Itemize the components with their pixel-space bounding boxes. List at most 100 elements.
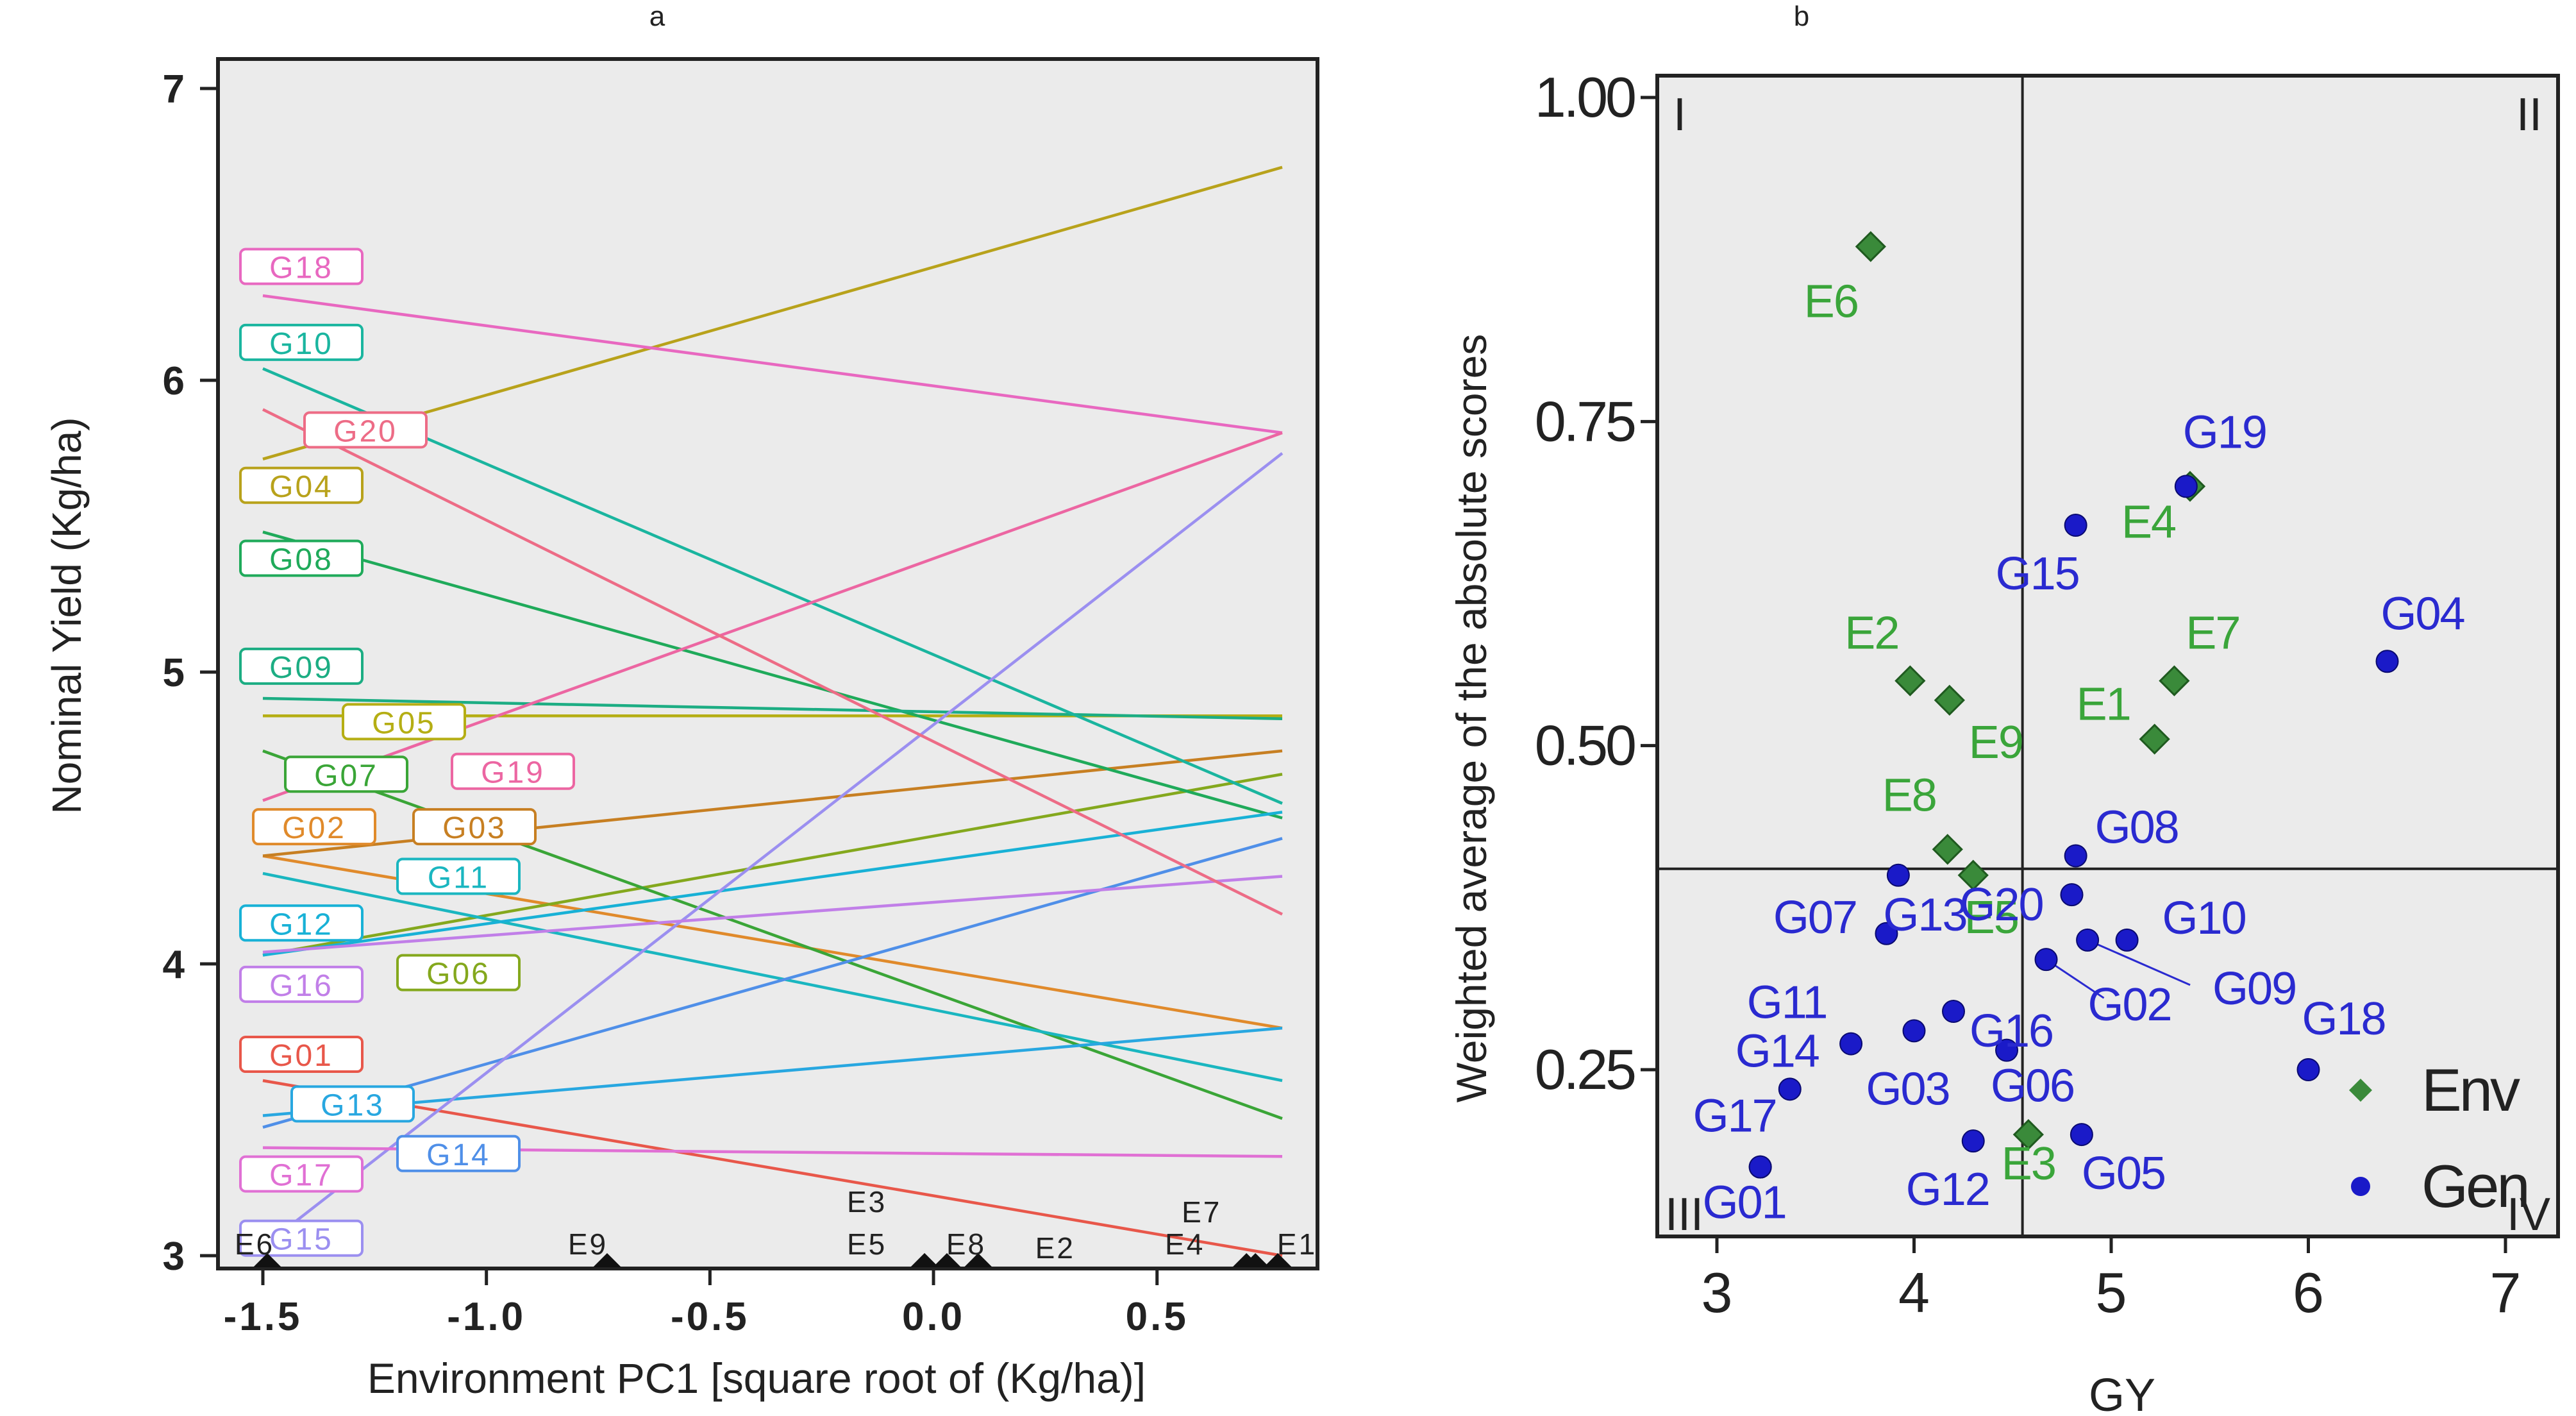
- panel-a-series-label: G04: [269, 470, 333, 504]
- panel-b-gen-label: G01: [1703, 1177, 1786, 1229]
- panel-b-env-marker-e6: [1855, 231, 1886, 262]
- panel-b-gen-label: G13: [1883, 889, 1966, 941]
- panel-a-yaxis-title: Nominal Yield (Kg/ha): [44, 417, 90, 814]
- panel-a-line-g20: [262, 408, 1283, 916]
- panel-b-legend-label: Env: [2421, 1056, 2520, 1124]
- panel-a-label: a: [649, 1, 665, 32]
- panel-a-series-label: G02: [282, 811, 346, 845]
- panel-a-line-g11: [262, 872, 1283, 1083]
- panel-b-gen-label: G18: [2302, 993, 2385, 1045]
- panel-a-line-g18: [262, 294, 1283, 435]
- panel-a-env-marker: [932, 1253, 961, 1267]
- panel-b-env-marker-e2: [1894, 665, 1926, 696]
- panel-a-series-label: G13: [321, 1088, 385, 1122]
- panel-b-gen-label: G19: [2183, 407, 2266, 458]
- panel-b-gen-label: G20: [1959, 879, 2043, 931]
- panel-a-ytick-label: 6: [163, 359, 186, 403]
- panel-b-env-label: E7: [2186, 608, 2239, 659]
- panel-a-xtick-label: 0.5: [1126, 1295, 1189, 1339]
- panel-b-xtick-label: 4: [1898, 1261, 1930, 1324]
- panel-a-line-g14: [262, 837, 1283, 1129]
- panel-b-quadrant-label: IV: [2507, 1189, 2550, 1240]
- panel-b-quadrant-label: II: [2516, 89, 2542, 140]
- panel-b-legend-marker: [2349, 1079, 2372, 1102]
- panel-a-env-marker: [964, 1253, 992, 1267]
- panel-a-series-label: G14: [426, 1138, 490, 1172]
- panel-a-ytick-label: 5: [163, 651, 186, 695]
- panel-a: a 3 4 5 6 7 -1.5 -1.0 -0.5 0.0 0.5 Environment PC1 …: [44, 1, 1319, 1402]
- panel-b-env-label: E4: [2121, 496, 2175, 548]
- panel-a-line-g16: [262, 875, 1283, 954]
- panel-b-gen-marker-g02: [2034, 948, 2058, 972]
- panel-b-gen-marker-g20: [2060, 883, 2084, 907]
- panel-a-label-box-g06: [396, 954, 521, 991]
- panel-a-series-label: G01: [269, 1039, 333, 1073]
- panel-a-label-box-g15: [239, 1219, 364, 1257]
- panel-b-env-label: E3: [2002, 1138, 2055, 1190]
- panel-a-env-marker: [910, 1253, 939, 1267]
- panel-b-gen-marker-g19: [2174, 475, 2198, 498]
- panel-a-env-label: E1: [1277, 1227, 1317, 1261]
- panel-a-line-g10: [262, 367, 1283, 805]
- panel-b-env-marker-e1: [2139, 723, 2170, 755]
- panel-b-xaxis-title: GY: [2089, 1370, 2155, 1416]
- panel-b-gen-label: G14: [1735, 1025, 1819, 1077]
- panel-a-xtick-label: -1.5: [224, 1295, 303, 1339]
- panel-a-env-label: E4: [1165, 1227, 1205, 1261]
- panel-b-gen-marker-g04: [2375, 650, 2399, 673]
- panel-b-env-marker-e3: [2012, 1118, 2044, 1150]
- panel-a-label-box-g03: [412, 808, 537, 846]
- panel-b-leader-g02: [2045, 958, 2105, 999]
- panel-b-gen-label: G03: [1866, 1063, 1949, 1115]
- panel-b-gen-marker-g11: [1839, 1032, 1863, 1056]
- panel-b-env-label: E9: [1969, 717, 2023, 768]
- panel-a-env-label: E3: [847, 1185, 887, 1218]
- panel-a-label-box-g14: [396, 1134, 521, 1172]
- panel-b-quadrant-label: I: [1673, 89, 1686, 140]
- panel-b-legend-label: Gen: [2421, 1152, 2528, 1220]
- panel-b-gen-marker-g14: [1778, 1077, 1802, 1101]
- panel-a-label-box-g02: [252, 808, 376, 846]
- panel-b-gen-label: G08: [2095, 802, 2179, 853]
- panel-a-env-label: E9: [568, 1227, 608, 1261]
- panel-b-ytick-label: 1.00: [1535, 65, 1635, 129]
- panel-a-label-box-g18: [239, 248, 364, 285]
- panel-a-series-label: G20: [333, 414, 397, 448]
- panel-b-gen-marker-g07: [1886, 863, 1910, 887]
- panel-a-line-g04: [262, 165, 1283, 461]
- panel-a-xaxis-title: Environment PC1 [square root of (Kg/ha)]: [367, 1354, 1146, 1402]
- panel-a-series-label: G11: [428, 861, 489, 895]
- panel-b-gen-marker-g17: [1748, 1155, 1772, 1179]
- panel-b-gen-marker-g12: [1961, 1129, 1985, 1153]
- panel-b-gen-label: G10: [2162, 893, 2246, 944]
- panel-a-series-label: G03: [442, 811, 506, 845]
- panel-b-gen-marker-g13: [1875, 922, 1898, 945]
- panel-a-ytick-label: 7: [163, 67, 186, 112]
- panel-a-label-box-g12: [239, 904, 364, 942]
- panel-a-env-marker: [1241, 1253, 1270, 1267]
- panel-b-gen-marker-g15: [2064, 514, 2087, 537]
- panel-b: b 0.25 0.50 0.75 1.00 3 4 5 6 7 GY Weighted average…: [1448, 1, 2560, 1416]
- panel-b-env-marker-e5: [1957, 859, 1989, 891]
- panel-a-label-box-g10: [239, 323, 364, 361]
- panel-a-line-g09: [262, 696, 1283, 721]
- panel-a-label-box-g11: [396, 857, 521, 895]
- panel-a-series-label: G09: [269, 651, 333, 685]
- panel-b-gen-marker-g16: [1942, 1000, 1965, 1024]
- panel-b-gen-marker-g03: [1902, 1019, 1926, 1043]
- panel-a-series-label: G05: [372, 706, 436, 740]
- panel-b-legend-marker: [2351, 1177, 2370, 1196]
- panel-b-xtick-label: 3: [1702, 1261, 1733, 1324]
- panel-a-line-g06: [262, 773, 1283, 957]
- panel-b-gen-marker-g18: [2296, 1058, 2320, 1081]
- panel-b-gen-label: G16: [1970, 1006, 2053, 1057]
- panel-a-label-box-g13: [290, 1085, 415, 1123]
- panel-b-xtick-label: 5: [2096, 1261, 2127, 1324]
- panel-b-env-label: E1: [2077, 679, 2130, 730]
- panel-a-label-box-g05: [342, 703, 466, 741]
- panel-a-line-g01: [262, 1079, 1283, 1258]
- panel-a-series-label: G07: [314, 759, 378, 793]
- panel-b-gen-label: G15: [1996, 548, 2079, 600]
- panel-b-gen-marker-g10: [2115, 928, 2139, 952]
- panel-b-xtick-label: 6: [2293, 1261, 2324, 1324]
